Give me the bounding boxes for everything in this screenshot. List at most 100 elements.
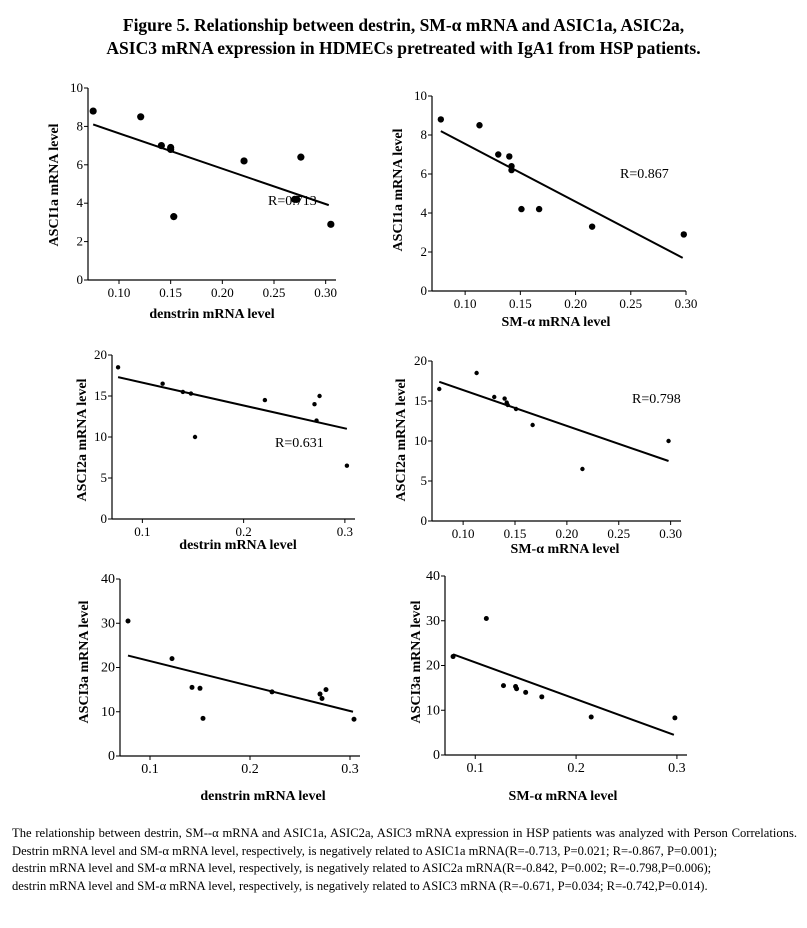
figure-title-line1: Figure 5. Relationship between destrin, … <box>122 15 685 35</box>
y-tick-label: 10 <box>414 433 427 448</box>
y-tick-label: 0 <box>421 513 428 528</box>
x-tick-label: 0.1 <box>467 761 485 776</box>
x-tick-label: 0.10 <box>454 296 477 311</box>
x-tick-label: 0.20 <box>556 526 579 541</box>
x-tick-label: 0.30 <box>314 285 337 300</box>
data-point <box>192 434 198 440</box>
y-tick-label: 15 <box>414 393 427 408</box>
data-point <box>513 406 519 412</box>
figure-caption: The relationship between destrin, SM--α … <box>12 825 797 895</box>
data-point <box>240 157 248 165</box>
y-axis-label: ASCI3a mRNA level <box>77 600 92 723</box>
data-point <box>160 381 165 386</box>
data-point <box>514 686 520 692</box>
x-tick-label: 0.3 <box>668 761 686 776</box>
data-point <box>672 715 678 721</box>
data-point <box>169 656 175 662</box>
data-point <box>539 694 545 700</box>
data-point <box>180 389 186 395</box>
correlation-annotation: R=0.631 <box>275 436 324 451</box>
x-tick-label: 0.10 <box>108 285 131 300</box>
chart-panel-4: 0.10 0.15 0.20 0.25 0.30 0 5 10 15 20 SM-α mRNA le… <box>394 353 682 557</box>
figure-title-line2: ASIC3 mRNA expression in HDMECs pretreat… <box>106 38 701 58</box>
regression-line <box>127 654 354 713</box>
y-tick-label: 6 <box>421 166 428 181</box>
y-tick-label: 5 <box>421 473 428 488</box>
chart-panel-2: 0.10 0.15 0.20 0.25 0.30 0 2 4 6 8 10 SM-α mRNA lev… <box>391 88 697 330</box>
regression-line <box>92 123 330 207</box>
data-point <box>125 618 131 624</box>
data-point <box>89 107 97 115</box>
x-tick-label: 0.1 <box>141 762 159 777</box>
x-tick-label: 0.1 <box>134 524 150 539</box>
x-tick-label: 0.2 <box>567 761 585 776</box>
y-tick-label: 40 <box>426 569 440 584</box>
data-point <box>508 163 515 170</box>
regression-line <box>440 130 684 259</box>
correlation-annotation: R=0.713 <box>268 194 317 209</box>
data-point <box>518 205 525 213</box>
data-point <box>580 466 585 472</box>
data-point <box>450 654 456 660</box>
correlation-annotation: R=0.798 <box>632 392 681 407</box>
y-tick-label: 10 <box>94 429 107 444</box>
data-point <box>137 113 145 121</box>
y-axis-label: ASCI2a mRNA level <box>394 378 409 501</box>
x-tick-label: 0.10 <box>452 526 475 541</box>
y-axis-label: ASCI3a mRNA level <box>409 600 424 723</box>
data-point <box>297 153 305 161</box>
data-point <box>312 402 317 407</box>
y-axis-label: ASCI1a mRNA level <box>391 128 406 251</box>
data-point <box>262 397 268 403</box>
data-point <box>506 153 513 160</box>
data-point <box>157 142 165 150</box>
data-point <box>269 689 275 695</box>
x-tick-label: 0.20 <box>564 296 587 311</box>
data-point <box>535 205 543 213</box>
y-tick-label: 0 <box>101 511 108 526</box>
chart-panel-6: 0.1 0.2 0.3 0 10 20 30 40 SM-α mRNA level ASCI3a … <box>409 569 687 804</box>
data-point <box>483 616 489 622</box>
x-tick-label: 0.3 <box>341 762 359 777</box>
x-axis-label: destrin mRNA level <box>179 538 297 553</box>
data-point <box>666 438 671 444</box>
x-axis-label: SM-α mRNA level <box>511 542 620 557</box>
y-tick-label: 10 <box>414 88 427 103</box>
x-tick-label: 0.15 <box>504 526 527 541</box>
x-axis-label: denstrin mRNA level <box>200 789 325 804</box>
y-tick-label: 20 <box>414 353 427 368</box>
figure-title: Figure 5. Relationship between destrin, … <box>0 14 807 60</box>
data-point <box>197 685 203 691</box>
data-point <box>115 365 121 370</box>
x-tick-label: 0.30 <box>659 526 682 541</box>
x-tick-label: 0.2 <box>236 524 252 539</box>
chart-panel-3: 0.1 0.2 0.3 0 5 10 15 20 destrin mRNA level ASCI2… <box>75 347 355 553</box>
data-point <box>200 715 206 721</box>
y-axis-label: ASCI2a mRNA level <box>75 378 90 501</box>
data-point <box>188 391 194 396</box>
x-tick-label: 0.25 <box>263 285 286 300</box>
data-point <box>317 691 323 697</box>
x-tick-label: 0.25 <box>607 526 630 541</box>
x-axis-label: SM-α mRNA level <box>502 315 611 330</box>
data-point <box>319 695 325 701</box>
data-point <box>476 122 483 129</box>
data-point <box>170 213 178 221</box>
y-tick-label: 20 <box>426 659 440 674</box>
x-tick-label: 0.3 <box>337 524 353 539</box>
data-point <box>314 418 319 423</box>
x-tick-label: 0.15 <box>159 285 182 300</box>
y-tick-label: 20 <box>101 661 115 676</box>
x-tick-label: 0.30 <box>675 296 698 311</box>
y-tick-label: 4 <box>421 205 428 220</box>
y-tick-label: 8 <box>421 127 428 142</box>
y-tick-label: 4 <box>77 195 84 210</box>
caption-line-3: destrin mRNA level and SM-α mRNA level, … <box>12 878 708 893</box>
correlation-annotation: R=0.867 <box>620 167 669 182</box>
x-axis-label: SM-α mRNA level <box>509 789 618 804</box>
x-tick-label: 0.20 <box>211 285 234 300</box>
y-tick-label: 20 <box>94 347 107 362</box>
data-point <box>189 684 195 690</box>
data-point <box>167 145 175 154</box>
